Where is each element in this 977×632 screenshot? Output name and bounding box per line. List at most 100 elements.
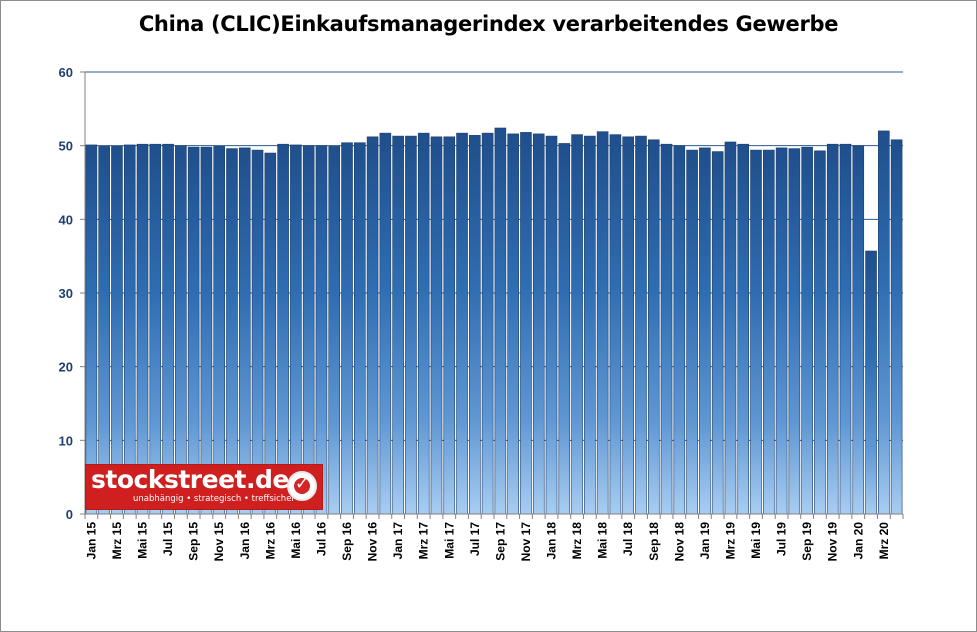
- y-tick-label: 30: [59, 286, 73, 301]
- x-tick-label: Jan 17: [391, 522, 405, 560]
- bar-jun-17: [456, 132, 468, 515]
- bar-jan-16: [238, 147, 251, 515]
- y-tick-label: 10: [59, 433, 73, 448]
- x-tick-label: Sep 15: [187, 522, 201, 561]
- bar-feb-16: [251, 149, 264, 515]
- bar-feb-19: [711, 151, 724, 515]
- x-tick-label: Jan 15: [84, 522, 98, 560]
- bar-jul-16: [315, 145, 328, 515]
- bar-feb-17: [405, 135, 417, 515]
- y-tick-label: 20: [59, 360, 73, 375]
- x-tick-label: Mrz 19: [723, 522, 737, 560]
- bar-sep-16: [341, 142, 353, 515]
- bar-sep-19: [801, 146, 813, 515]
- bar-nov-19: [826, 143, 839, 515]
- x-tick-label: Nov 19: [826, 522, 840, 562]
- bar-nov-15: [213, 146, 226, 515]
- bar-mrz-16: [264, 152, 277, 515]
- y-tick-label: 0: [66, 507, 73, 522]
- bar-jul-18: [622, 136, 635, 515]
- bar-mrz-19: [724, 141, 737, 515]
- bar-apr-17: [430, 136, 443, 515]
- logo-tagline: unabhängig • strategisch • treffsicher: [133, 494, 295, 504]
- bar-mrz-17: [417, 132, 430, 515]
- bar-apr-20: [890, 139, 903, 515]
- x-tick-label: Mai 19: [749, 522, 763, 559]
- bar-jul-15: [162, 143, 174, 515]
- x-tick-label: Nov 17: [519, 522, 533, 562]
- x-tick-label: Nov 16: [366, 522, 380, 562]
- bar-dez-16: [379, 132, 392, 515]
- bar-feb-20: [865, 250, 877, 515]
- y-tick-label: 60: [59, 65, 73, 80]
- x-tick-label: Jul 16: [314, 522, 328, 556]
- x-tick-label: Mrz 20: [877, 522, 891, 560]
- x-tick-label: Sep 16: [340, 522, 354, 561]
- chart-title: China (CLIC)Einkaufsmanagerindex verarbe…: [138, 12, 839, 36]
- bar-aug-17: [481, 132, 494, 515]
- bar-apr-19: [737, 143, 750, 515]
- bar-dez-17: [532, 133, 545, 515]
- bar-dez-18: [686, 149, 698, 515]
- bar-mai-17: [443, 136, 456, 515]
- x-tick-label: Mrz 17: [417, 522, 431, 560]
- bar-aug-16: [328, 146, 341, 515]
- bar-mai-16: [290, 144, 302, 515]
- bar-nov-18: [673, 145, 686, 515]
- bar-jan-17: [392, 135, 404, 515]
- x-tick-label: Mai 17: [442, 522, 456, 559]
- bar-feb-15: [98, 146, 110, 515]
- bar-okt-16: [353, 142, 366, 515]
- bar-mai-18: [596, 131, 609, 515]
- y-tick-label: 40: [59, 212, 73, 227]
- x-axis-ticks: Jan 15 Mrz 15 Mai 15 Jul 15 Sep 15 Nov 15 Jan …: [84, 522, 890, 562]
- bar-jun-19: [762, 149, 775, 515]
- x-tick-label: Jul 18: [621, 522, 635, 556]
- bar-sep-17: [494, 127, 507, 515]
- bar-okt-15: [200, 146, 213, 515]
- logo-brand: stockstreet.de: [91, 465, 289, 494]
- bar-apr-15: [123, 144, 136, 515]
- bar-jun-15: [149, 143, 162, 515]
- bar-jul-19: [775, 147, 788, 515]
- y-tick-label: 50: [59, 139, 73, 154]
- bar-aug-19: [788, 148, 801, 515]
- x-tick-label: Jul 17: [468, 522, 482, 556]
- bar-mai-15: [136, 143, 149, 515]
- axes: [80, 71, 904, 519]
- stockstreet-logo: stockstreet.de unabhängig • strategisch …: [85, 464, 323, 510]
- x-tick-label: Nov 18: [672, 522, 686, 562]
- bar-feb-18: [558, 143, 571, 515]
- x-tick-label: Mai 15: [136, 522, 150, 559]
- bar-sep-18: [647, 139, 660, 515]
- bar-nov-17: [520, 132, 532, 515]
- x-tick-label: Jan 19: [698, 522, 712, 560]
- x-tick-label: Mai 18: [596, 522, 610, 559]
- bar-jan-20: [852, 145, 865, 515]
- x-tick-label: Sep 17: [493, 522, 507, 561]
- bar-dez-19: [839, 143, 852, 515]
- x-tick-label: Mrz 15: [110, 522, 124, 560]
- bars: [85, 127, 903, 515]
- checkmark-badge-icon: ✓: [287, 471, 317, 501]
- x-tick-label: Jan 16: [238, 522, 252, 560]
- bar-apr-16: [277, 143, 289, 515]
- bar-aug-15: [175, 145, 187, 515]
- x-tick-label: Sep 18: [647, 522, 661, 561]
- y-axis-ticks: 0 10 20 30 40 50 60: [59, 65, 73, 522]
- bar-dez-15: [226, 148, 238, 515]
- x-tick-label: Mrz 16: [263, 522, 277, 560]
- x-tick-label: Mai 16: [289, 522, 303, 559]
- bar-jun-18: [609, 134, 622, 515]
- bar-jan-15: [85, 144, 98, 515]
- bar-apr-18: [584, 135, 596, 515]
- bar-mrz-15: [111, 146, 123, 515]
- bar-jan-18: [545, 135, 558, 515]
- bar-okt-17: [507, 133, 519, 515]
- bar-okt-18: [660, 143, 673, 515]
- x-tick-label: Jul 19: [775, 522, 789, 556]
- bar-jan-19: [699, 147, 711, 515]
- bar-mai-19: [750, 149, 762, 515]
- bar-sep-15: [187, 146, 200, 515]
